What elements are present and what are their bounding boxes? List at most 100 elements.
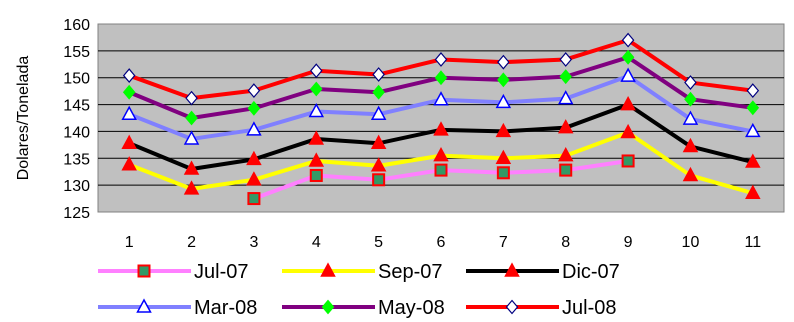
legend-marker: [321, 299, 335, 315]
legend-label: Dic-07: [562, 261, 620, 283]
x-tick-label: 9: [624, 234, 633, 251]
data-point-dic-07: [495, 122, 512, 138]
x-tick-label: 11: [745, 234, 762, 251]
data-point-mar-08: [682, 110, 699, 125]
data-point-may-08: [122, 84, 136, 100]
data-point-sep-07: [308, 152, 325, 167]
data-point-sep-07: [495, 149, 512, 165]
y-tick-label: 125: [63, 205, 90, 222]
data-point-sep-07: [682, 166, 699, 182]
data-point-jul-08: [247, 83, 261, 99]
x-tick-label: 1: [125, 234, 134, 251]
data-point-dic-07: [308, 130, 325, 145]
data-point-jul-07: [434, 163, 448, 177]
y-tick-label: 130: [63, 178, 90, 195]
x-axis-tick-labels: 1 2 3 4 5 6 7 8 9 10 11: [125, 234, 761, 251]
data-point-may-08: [559, 69, 573, 85]
y-tick-label: 150: [63, 71, 90, 88]
data-point-jul-07: [559, 163, 573, 177]
data-point-dic-07: [682, 137, 699, 153]
series-markers: [121, 32, 761, 206]
data-point-dic-07: [121, 134, 137, 149]
y-tick-label: 135: [63, 151, 90, 168]
data-point-dic-07: [620, 95, 636, 111]
data-point-sep-07: [121, 156, 137, 171]
data-point-mar-08: [246, 121, 262, 136]
y-tick-label: 155: [63, 44, 90, 61]
data-point-jul-08: [497, 54, 510, 70]
x-tick-label: 6: [437, 234, 446, 251]
data-point-jul-07: [621, 154, 635, 168]
data-point-mar-08: [370, 105, 387, 120]
data-point-sep-07: [620, 123, 636, 139]
data-point-sep-07: [557, 147, 574, 162]
data-point-dic-07: [557, 119, 574, 134]
data-point-may-08: [621, 49, 635, 65]
data-point-jul-08: [434, 52, 448, 67]
data-point-jul-08: [122, 68, 136, 83]
data-point-dic-07: [745, 153, 761, 168]
data-point-sep-07: [370, 157, 387, 172]
data-point-mar-08: [557, 90, 574, 105]
x-tick-label: 4: [312, 234, 321, 251]
data-point-mar-08: [495, 93, 512, 109]
data-point-jul-08: [621, 32, 635, 48]
data-point-may-08: [309, 81, 323, 97]
data-point-dic-07: [246, 150, 262, 166]
legend-marker: [137, 264, 151, 278]
data-point-jul-07: [309, 168, 323, 182]
legend-marker: [320, 262, 336, 277]
legend-label: Mar-08: [194, 297, 257, 319]
legend-item-jul-07: Jul-07: [98, 261, 248, 283]
data-point-may-08: [372, 84, 385, 100]
data-point-jul-08: [559, 52, 573, 67]
data-point-sep-07: [745, 184, 761, 199]
data-point-dic-07: [183, 160, 200, 175]
y-axis-title: Dolares/Tonelada: [15, 56, 32, 181]
y-axis-tick-labels: 125 130 135 140 145 150 155 160: [63, 17, 90, 222]
y-tick-label: 145: [63, 98, 90, 115]
data-point-mar-08: [745, 122, 761, 138]
legend-label: May-08: [378, 297, 445, 319]
data-point-mar-08: [433, 91, 449, 106]
data-point-mar-08: [121, 105, 137, 120]
data-point-dic-07: [433, 121, 449, 136]
legend-marker: [504, 262, 520, 277]
legend-label: Sep-07: [378, 261, 443, 283]
data-point-mar-08: [308, 102, 325, 118]
legend-marker: [505, 299, 519, 315]
legend: Jul-07 Sep-07 Dic-07 Mar-08 May-08 Jul-08: [98, 261, 620, 319]
x-tick-label: 10: [682, 234, 700, 251]
data-point-jul-08: [684, 75, 697, 90]
legend-label: Jul-08: [562, 297, 616, 319]
data-point-jul-08: [372, 67, 385, 82]
data-point-may-08: [434, 70, 448, 86]
x-tick-label: 8: [561, 234, 570, 251]
legend-item-sep-07: Sep-07: [282, 261, 443, 283]
data-point-jul-08: [185, 90, 198, 106]
data-point-sep-07: [433, 147, 449, 162]
legend-item-jul-08: Jul-08: [466, 297, 616, 319]
legend-item-mar-08: Mar-08: [98, 297, 257, 319]
legend-item-may-08: May-08: [282, 297, 445, 319]
data-point-may-08: [684, 91, 697, 107]
y-tick-label: 140: [63, 124, 90, 141]
legend-marker: [136, 298, 152, 313]
legend-label: Jul-07: [194, 261, 248, 283]
x-tick-label: 3: [249, 234, 258, 251]
data-point-may-08: [247, 100, 261, 116]
x-tick-label: 2: [187, 234, 196, 251]
data-point-jul-07: [496, 166, 510, 180]
data-point-may-08: [746, 100, 760, 116]
data-point-may-08: [497, 72, 510, 88]
data-point-jul-08: [746, 83, 760, 99]
data-point-mar-08: [183, 130, 200, 145]
data-point-jul-07: [372, 173, 386, 187]
data-point-sep-07: [246, 171, 262, 186]
data-point-mar-08: [620, 67, 636, 82]
legend-item-dic-07: Dic-07: [466, 261, 620, 283]
data-point-jul-07: [247, 192, 261, 206]
data-point-sep-07: [183, 180, 200, 195]
y-tick-label: 160: [63, 17, 90, 34]
